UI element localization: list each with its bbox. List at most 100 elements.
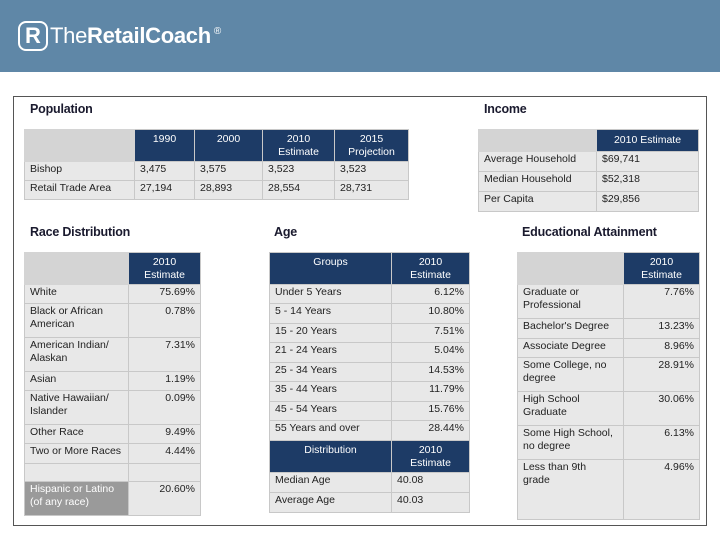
cell-value: 0.78% bbox=[128, 303, 201, 338]
row-label: Retail Trade Area bbox=[24, 180, 135, 200]
race-corner bbox=[24, 252, 129, 285]
population-col-header: 2015 Projection bbox=[334, 129, 409, 162]
row-label: White bbox=[24, 284, 129, 304]
table-row: Under 5 Years 6.12% bbox=[269, 284, 470, 304]
row-label: Black or African American bbox=[24, 303, 129, 338]
cell-value: 8.96% bbox=[623, 338, 700, 358]
row-label: Bachelor's Degree bbox=[517, 318, 624, 339]
cell-value: 6.13% bbox=[623, 425, 700, 460]
cell-value: 40.08 bbox=[391, 472, 470, 493]
row-label: Median Age bbox=[269, 472, 392, 493]
table-row: Average Age 40.03 bbox=[269, 492, 470, 513]
population-header-row: 1990 2000 2010 Estimate 2015 Projection bbox=[24, 129, 409, 162]
table-row: 21 - 24 Years 5.04% bbox=[269, 342, 470, 363]
distribution-header: Distribution bbox=[269, 440, 392, 473]
row-label: 45 - 54 Years bbox=[269, 401, 392, 421]
table-row: 55 Years and over 28.44% bbox=[269, 420, 470, 441]
age-table: Groups 2010 Estimate Under 5 Years 6.12%… bbox=[269, 252, 470, 513]
population-heading: Population bbox=[30, 102, 93, 116]
cell-value: 28.44% bbox=[391, 420, 470, 441]
row-label: High School Graduate bbox=[517, 391, 624, 426]
education-heading: Educational Attainment bbox=[522, 225, 657, 239]
table-row: Some College, no degree 28.91% bbox=[517, 357, 700, 392]
cell-value: $69,741 bbox=[596, 151, 699, 172]
population-col-header: 2000 bbox=[194, 129, 263, 162]
population-col-header: 1990 bbox=[134, 129, 195, 162]
age-heading: Age bbox=[274, 225, 298, 239]
row-label: Less than 9th grade bbox=[517, 459, 624, 520]
cell-value: 3,523 bbox=[334, 161, 409, 181]
cell-value: 40.03 bbox=[391, 492, 470, 513]
spacer-cell bbox=[128, 463, 201, 482]
row-label: Under 5 Years bbox=[269, 284, 392, 304]
table-row: Two or More Races 4.44% bbox=[24, 443, 201, 464]
table-row: 45 - 54 Years 15.76% bbox=[269, 401, 470, 421]
table-row: Average Household $69,741 bbox=[478, 151, 699, 172]
cell-value: 4.96% bbox=[623, 459, 700, 520]
row-label: 21 - 24 Years bbox=[269, 342, 392, 363]
cell-value: 28.91% bbox=[623, 357, 700, 392]
cell-value: 28,893 bbox=[194, 180, 263, 200]
table-row: Bishop 3,475 3,575 3,523 3,523 bbox=[24, 161, 409, 181]
table-row: 5 - 14 Years 10.80% bbox=[269, 303, 470, 324]
brand-name-light: The bbox=[50, 23, 88, 48]
row-label: 25 - 34 Years bbox=[269, 362, 392, 382]
cell-value: $29,856 bbox=[596, 191, 699, 212]
race-col-header: 2010 Estimate bbox=[128, 252, 201, 285]
row-label: 55 Years and over bbox=[269, 420, 392, 441]
demographics-panel: Population 1990 2000 2010 Estimate 2015 … bbox=[13, 96, 707, 526]
table-row: Bachelor's Degree 13.23% bbox=[517, 318, 700, 339]
cell-value: 27,194 bbox=[134, 180, 195, 200]
income-corner bbox=[478, 129, 597, 152]
table-row: Some High School, no degree 6.13% bbox=[517, 425, 700, 460]
registered-mark: ® bbox=[213, 26, 222, 37]
cell-value: 5.04% bbox=[391, 342, 470, 363]
population-col-header: 2010 Estimate bbox=[262, 129, 335, 162]
cell-value: 0.09% bbox=[128, 390, 201, 425]
hispanic-label: Hispanic or Latino (of any race) bbox=[24, 481, 129, 516]
table-row: Median Household $52,318 bbox=[478, 171, 699, 192]
population-table: 1990 2000 2010 Estimate 2015 Projection … bbox=[24, 129, 409, 200]
table-row: Native Hawaiian/ Islander 0.09% bbox=[24, 390, 201, 425]
cell-value: 28,731 bbox=[334, 180, 409, 200]
cell-value: 30.06% bbox=[623, 391, 700, 426]
cell-value: 7.31% bbox=[128, 337, 201, 372]
income-col-header: 2010 Estimate bbox=[596, 129, 699, 152]
brand-name-bold: RetailCoach bbox=[87, 23, 211, 48]
cell-value: 9.49% bbox=[128, 424, 201, 444]
table-row: High School Graduate 30.06% bbox=[517, 391, 700, 426]
row-label: Bishop bbox=[24, 161, 135, 181]
cell-value: 14.53% bbox=[391, 362, 470, 382]
brand-name: TheRetailCoach bbox=[50, 23, 211, 49]
row-label: 35 - 44 Years bbox=[269, 381, 392, 402]
table-row: 15 - 20 Years 7.51% bbox=[269, 323, 470, 343]
row-label: Average Age bbox=[269, 492, 392, 513]
row-label: Some College, no degree bbox=[517, 357, 624, 392]
cell-value: 15.76% bbox=[391, 401, 470, 421]
hispanic-row: Hispanic or Latino (of any race) 20.60% bbox=[24, 481, 201, 516]
table-row: Other Race 9.49% bbox=[24, 424, 201, 444]
income-table: 2010 Estimate Average Household $69,741 … bbox=[478, 129, 699, 212]
table-row: Median Age 40.08 bbox=[269, 472, 470, 493]
row-label: Other Race bbox=[24, 424, 129, 444]
brand-logo: R TheRetailCoach ® bbox=[18, 20, 221, 52]
hispanic-value: 20.60% bbox=[128, 481, 201, 516]
age-col-header: 2010 Estimate bbox=[391, 252, 470, 285]
education-table: 2010 Estimate Graduate or Professional 7… bbox=[517, 252, 700, 520]
race-table: 2010 Estimate White 75.69% Black or Afri… bbox=[24, 252, 201, 516]
logo-mark: R bbox=[18, 21, 48, 51]
cell-value: 13.23% bbox=[623, 318, 700, 339]
row-label: 15 - 20 Years bbox=[269, 323, 392, 343]
cell-value: 10.80% bbox=[391, 303, 470, 324]
education-col-header: 2010 Estimate bbox=[623, 252, 700, 285]
cell-value: 6.12% bbox=[391, 284, 470, 304]
cell-value: 4.44% bbox=[128, 443, 201, 464]
income-heading: Income bbox=[484, 102, 527, 116]
row-label: American Indian/ Alaskan bbox=[24, 337, 129, 372]
row-label: Median Household bbox=[478, 171, 597, 192]
table-row: 25 - 34 Years 14.53% bbox=[269, 362, 470, 382]
table-row: Less than 9th grade 4.96% bbox=[517, 459, 700, 520]
table-row: Retail Trade Area 27,194 28,893 28,554 2… bbox=[24, 180, 409, 200]
income-header-row: 2010 Estimate bbox=[478, 129, 699, 152]
row-label: Some High School, no degree bbox=[517, 425, 624, 460]
